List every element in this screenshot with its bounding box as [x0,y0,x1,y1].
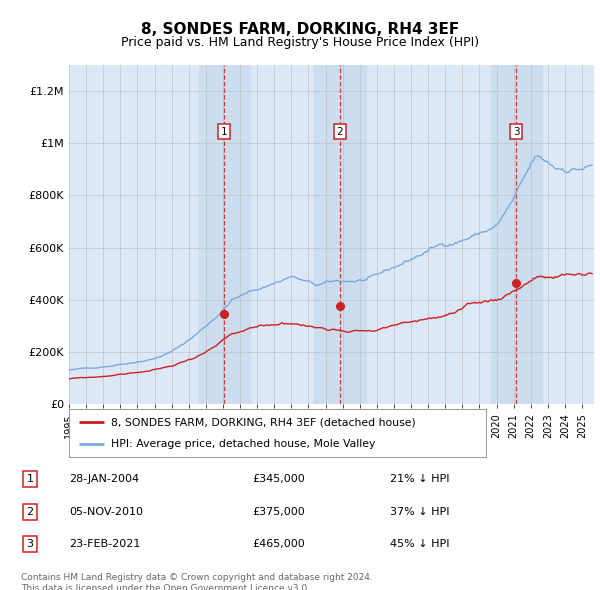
Text: 21% ↓ HPI: 21% ↓ HPI [390,474,449,484]
Text: 2: 2 [337,127,343,137]
Text: Contains HM Land Registry data © Crown copyright and database right 2024.
This d: Contains HM Land Registry data © Crown c… [21,573,373,590]
Text: £465,000: £465,000 [252,539,305,549]
Bar [199,65,250,404]
Text: 3: 3 [26,539,34,549]
Bar [314,65,365,404]
Text: 37% ↓ HPI: 37% ↓ HPI [390,507,449,517]
Text: 2: 2 [26,507,34,517]
Text: 05-NOV-2010: 05-NOV-2010 [69,507,143,517]
Text: 3: 3 [513,127,520,137]
Bar [491,65,542,404]
Text: 28-JAN-2004: 28-JAN-2004 [69,474,139,484]
Text: 23-FEB-2021: 23-FEB-2021 [69,539,140,549]
Text: £345,000: £345,000 [252,474,305,484]
Text: 8, SONDES FARM, DORKING, RH4 3EF (detached house): 8, SONDES FARM, DORKING, RH4 3EF (detach… [110,417,415,427]
Text: 45% ↓ HPI: 45% ↓ HPI [390,539,449,549]
Text: 1: 1 [26,474,34,484]
Text: 1: 1 [221,127,227,137]
Text: 8, SONDES FARM, DORKING, RH4 3EF: 8, SONDES FARM, DORKING, RH4 3EF [141,22,459,37]
Text: £375,000: £375,000 [252,507,305,517]
Text: HPI: Average price, detached house, Mole Valley: HPI: Average price, detached house, Mole… [110,439,375,449]
Text: Price paid vs. HM Land Registry's House Price Index (HPI): Price paid vs. HM Land Registry's House … [121,36,479,49]
